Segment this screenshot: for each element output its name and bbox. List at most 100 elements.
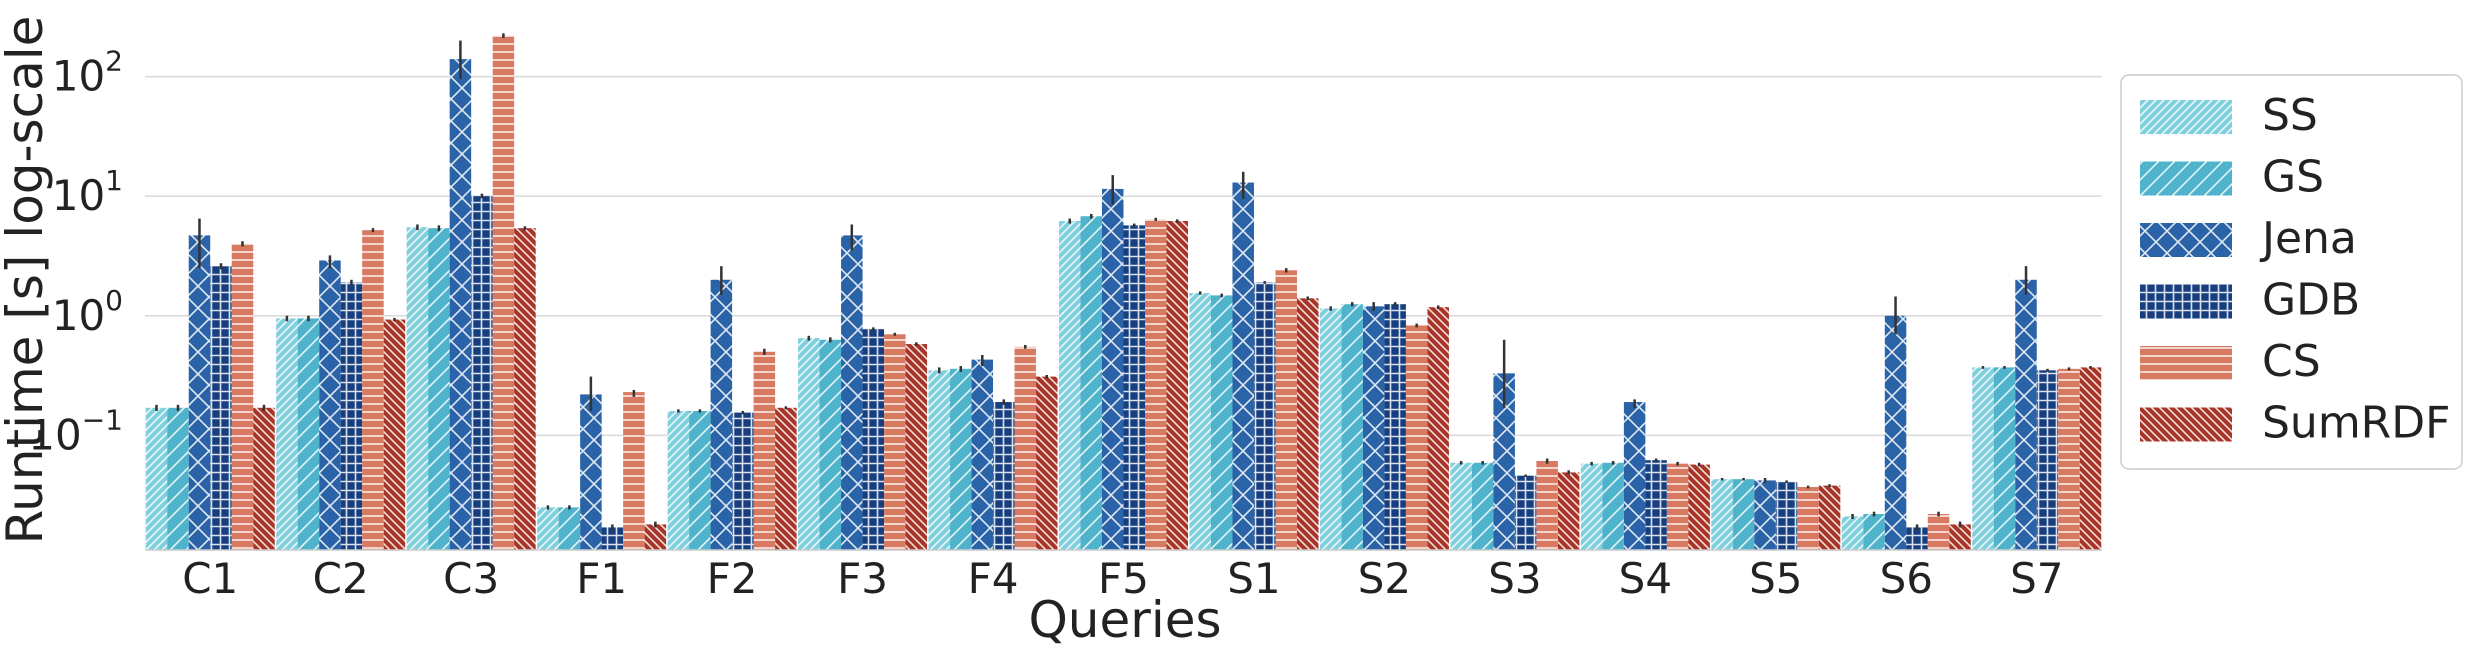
- bar-gdb-f2: [732, 412, 754, 550]
- bar-ss-f1: [537, 507, 559, 550]
- legend-swatch-gdb: [2140, 284, 2232, 319]
- bar-sumrdf-f2: [775, 407, 797, 550]
- bar-gs-c1: [167, 407, 189, 550]
- bar-gdb-s6: [1906, 527, 1928, 550]
- x-tick-label: F5: [1098, 554, 1149, 603]
- legend-label-sumrdf: SumRDF: [2262, 398, 2450, 449]
- bar-gdb-c3: [471, 196, 493, 550]
- bar-cs-s5: [1797, 486, 1819, 550]
- legend-label-gs: GS: [2262, 152, 2324, 203]
- bar-gs-s3: [1471, 462, 1494, 550]
- bar-ss-c1: [145, 407, 168, 550]
- bar-jena-s4: [1623, 402, 1646, 550]
- bar-ss-f5: [1059, 221, 1081, 551]
- bar-gs-c3: [428, 228, 450, 551]
- bar-sumrdf-f1: [644, 524, 667, 550]
- bar-sumrdf-f5: [1166, 221, 1188, 551]
- bar-gs-f2: [689, 410, 711, 550]
- x-tick-label: S3: [1488, 554, 1541, 603]
- bar-gdb-s4: [1645, 460, 1667, 550]
- bar-ss-s5: [1711, 479, 1733, 550]
- bar-jena-s6: [1884, 315, 1907, 550]
- bar-gdb-s7: [2036, 370, 2059, 550]
- bar-ss-c2: [276, 318, 298, 550]
- bar-jena-s3: [1493, 373, 1515, 550]
- bar-gs-s5: [1732, 479, 1755, 550]
- bar-gdb-f4: [993, 402, 1015, 550]
- bar-gdb-s2: [1384, 304, 1406, 550]
- x-tick-label: C2: [313, 554, 369, 603]
- bar-gs-c2: [297, 318, 320, 550]
- bar-gs-f3: [819, 339, 842, 550]
- x-tick-label: F1: [576, 554, 627, 603]
- bar-gdb-c2: [340, 282, 363, 550]
- bar-cs-s2: [1405, 325, 1428, 550]
- bar-sumrdf-c2: [383, 319, 406, 550]
- bar-ss-s6: [1841, 516, 1864, 550]
- bar-jena-f3: [841, 235, 863, 550]
- y-axis-title: Runtime [s] log-scale: [0, 16, 54, 545]
- bar-ss-s2: [1319, 308, 1342, 550]
- bar-gs-f4: [950, 368, 972, 550]
- bar-ss-s1: [1189, 293, 1211, 550]
- bar-sumrdf-s1: [1296, 298, 1319, 550]
- legend-swatch-gs: [2140, 161, 2232, 196]
- x-tick-label: S1: [1227, 554, 1280, 603]
- bar-jena-c3: [449, 59, 472, 550]
- x-tick-label: S5: [1749, 554, 1802, 603]
- legend-swatch-cs: [2140, 346, 2232, 380]
- y-tick-label: 100: [52, 284, 123, 340]
- bar-gs-f5: [1080, 216, 1102, 550]
- bar-gdb-f3: [862, 328, 885, 550]
- bar-jena-s5: [1754, 480, 1776, 550]
- bar-sumrdf-s3: [1557, 472, 1580, 550]
- legend-label-ss: SS: [2262, 90, 2318, 141]
- bar-sumrdf-f3: [905, 344, 928, 550]
- bar-cs-s3: [1536, 461, 1558, 550]
- x-tick-label: C3: [443, 554, 499, 603]
- x-tick-label: S6: [1880, 554, 1933, 603]
- bar-gs-s2: [1341, 304, 1363, 550]
- x-tick-label: S4: [1619, 554, 1672, 603]
- bar-cs-s1: [1275, 270, 1297, 550]
- bar-ss-s4: [1580, 463, 1603, 550]
- legend-label-gdb: GDB: [2262, 275, 2360, 326]
- bar-gs-s7: [1993, 367, 2016, 550]
- bar-gdb-c1: [210, 266, 232, 550]
- x-tick-label: F3: [837, 554, 888, 603]
- bar-gdb-s1: [1253, 282, 1276, 550]
- bar-ss-f3: [798, 338, 820, 550]
- bar-ss-s3: [1450, 462, 1472, 550]
- bar-gs-f1: [558, 507, 581, 550]
- bar-jena-s1: [1232, 182, 1254, 550]
- bar-gdb-f1: [601, 527, 624, 550]
- x-tick-label: S2: [1358, 554, 1411, 603]
- bar-ss-f4: [928, 370, 951, 550]
- bar-gdb-s5: [1775, 481, 1798, 550]
- bar-jena-c1: [188, 235, 211, 550]
- bar-jena-f4: [971, 359, 994, 550]
- bar-sumrdf-s4: [1688, 464, 1710, 550]
- legend-swatch-ss: [2140, 100, 2232, 134]
- bar-gs-s6: [1863, 513, 1885, 550]
- legend: SS GS Jena GDB CS SumRDF: [2120, 74, 2463, 470]
- legend-label-jena: Jena: [2259, 213, 2357, 264]
- bar-jena-f1: [580, 394, 602, 550]
- bar-gdb-f5: [1123, 225, 1145, 550]
- bar-cs-s6: [1927, 513, 1950, 550]
- bar-cs-c1: [231, 243, 254, 550]
- bar-sumrdf-s5: [1818, 485, 1841, 550]
- bar-gs-s4: [1602, 462, 1624, 550]
- x-tick-label: S7: [2010, 554, 2063, 603]
- bar-sumrdf-c1: [253, 407, 275, 550]
- bar-jena-f5: [1102, 188, 1124, 550]
- x-tick-label: F2: [707, 554, 758, 603]
- bar-sumrdf-f4: [1036, 376, 1058, 550]
- y-tick-label: 101: [52, 164, 123, 220]
- bar-jena-f2: [710, 279, 733, 550]
- bar-sumrdf-s7: [2079, 367, 2102, 550]
- bar-ss-c3: [406, 227, 429, 550]
- x-axis-title: Queries: [1028, 591, 1221, 649]
- legend-label-cs: CS: [2262, 336, 2321, 387]
